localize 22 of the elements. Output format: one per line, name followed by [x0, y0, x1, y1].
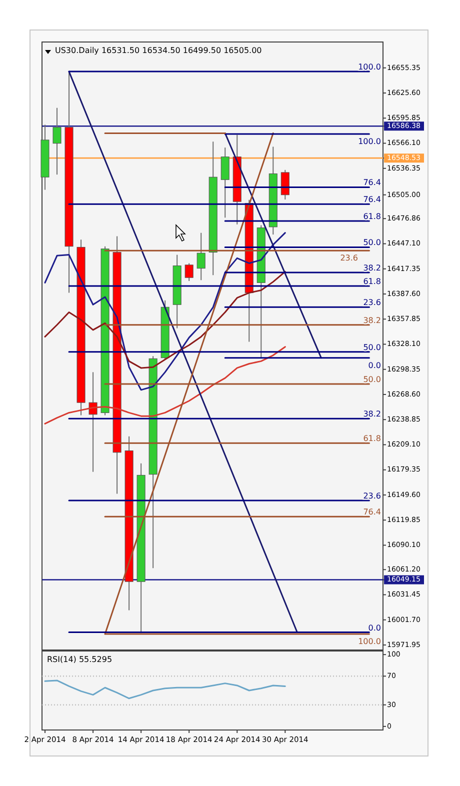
series-label: 50.0 — [363, 375, 381, 384]
series-label: 61.8 — [363, 434, 381, 444]
series-label: 100.0 — [358, 636, 381, 646]
series-label: 38.2 — [363, 410, 381, 419]
series-label: 23.6 — [340, 254, 358, 263]
series-label: 0.0 — [368, 360, 381, 370]
series-label: 61.8 — [363, 212, 381, 222]
series-label: 23.6 — [363, 298, 381, 308]
series-label: 38.2 — [363, 316, 381, 325]
series-label: 76.4 — [363, 195, 381, 204]
series-label: 100.0 — [358, 62, 381, 72]
series-label: 0.0 — [368, 623, 381, 632]
series-label: 76.4 — [363, 178, 381, 188]
series-label: 76.4 — [363, 508, 381, 517]
series-label: 61.8 — [363, 277, 381, 286]
series-label: 38.2 — [363, 264, 381, 273]
series-label: 50.0 — [363, 342, 381, 352]
text: US30.Daily 16531.50 16534.50 16499.50 16505.00 — [55, 46, 262, 55]
series-label: 23.6 — [363, 492, 381, 501]
series-label: 100.0 — [358, 137, 381, 146]
series-label: 50.0 — [363, 238, 381, 248]
text: RSI(14) 55.5295 — [47, 655, 112, 664]
